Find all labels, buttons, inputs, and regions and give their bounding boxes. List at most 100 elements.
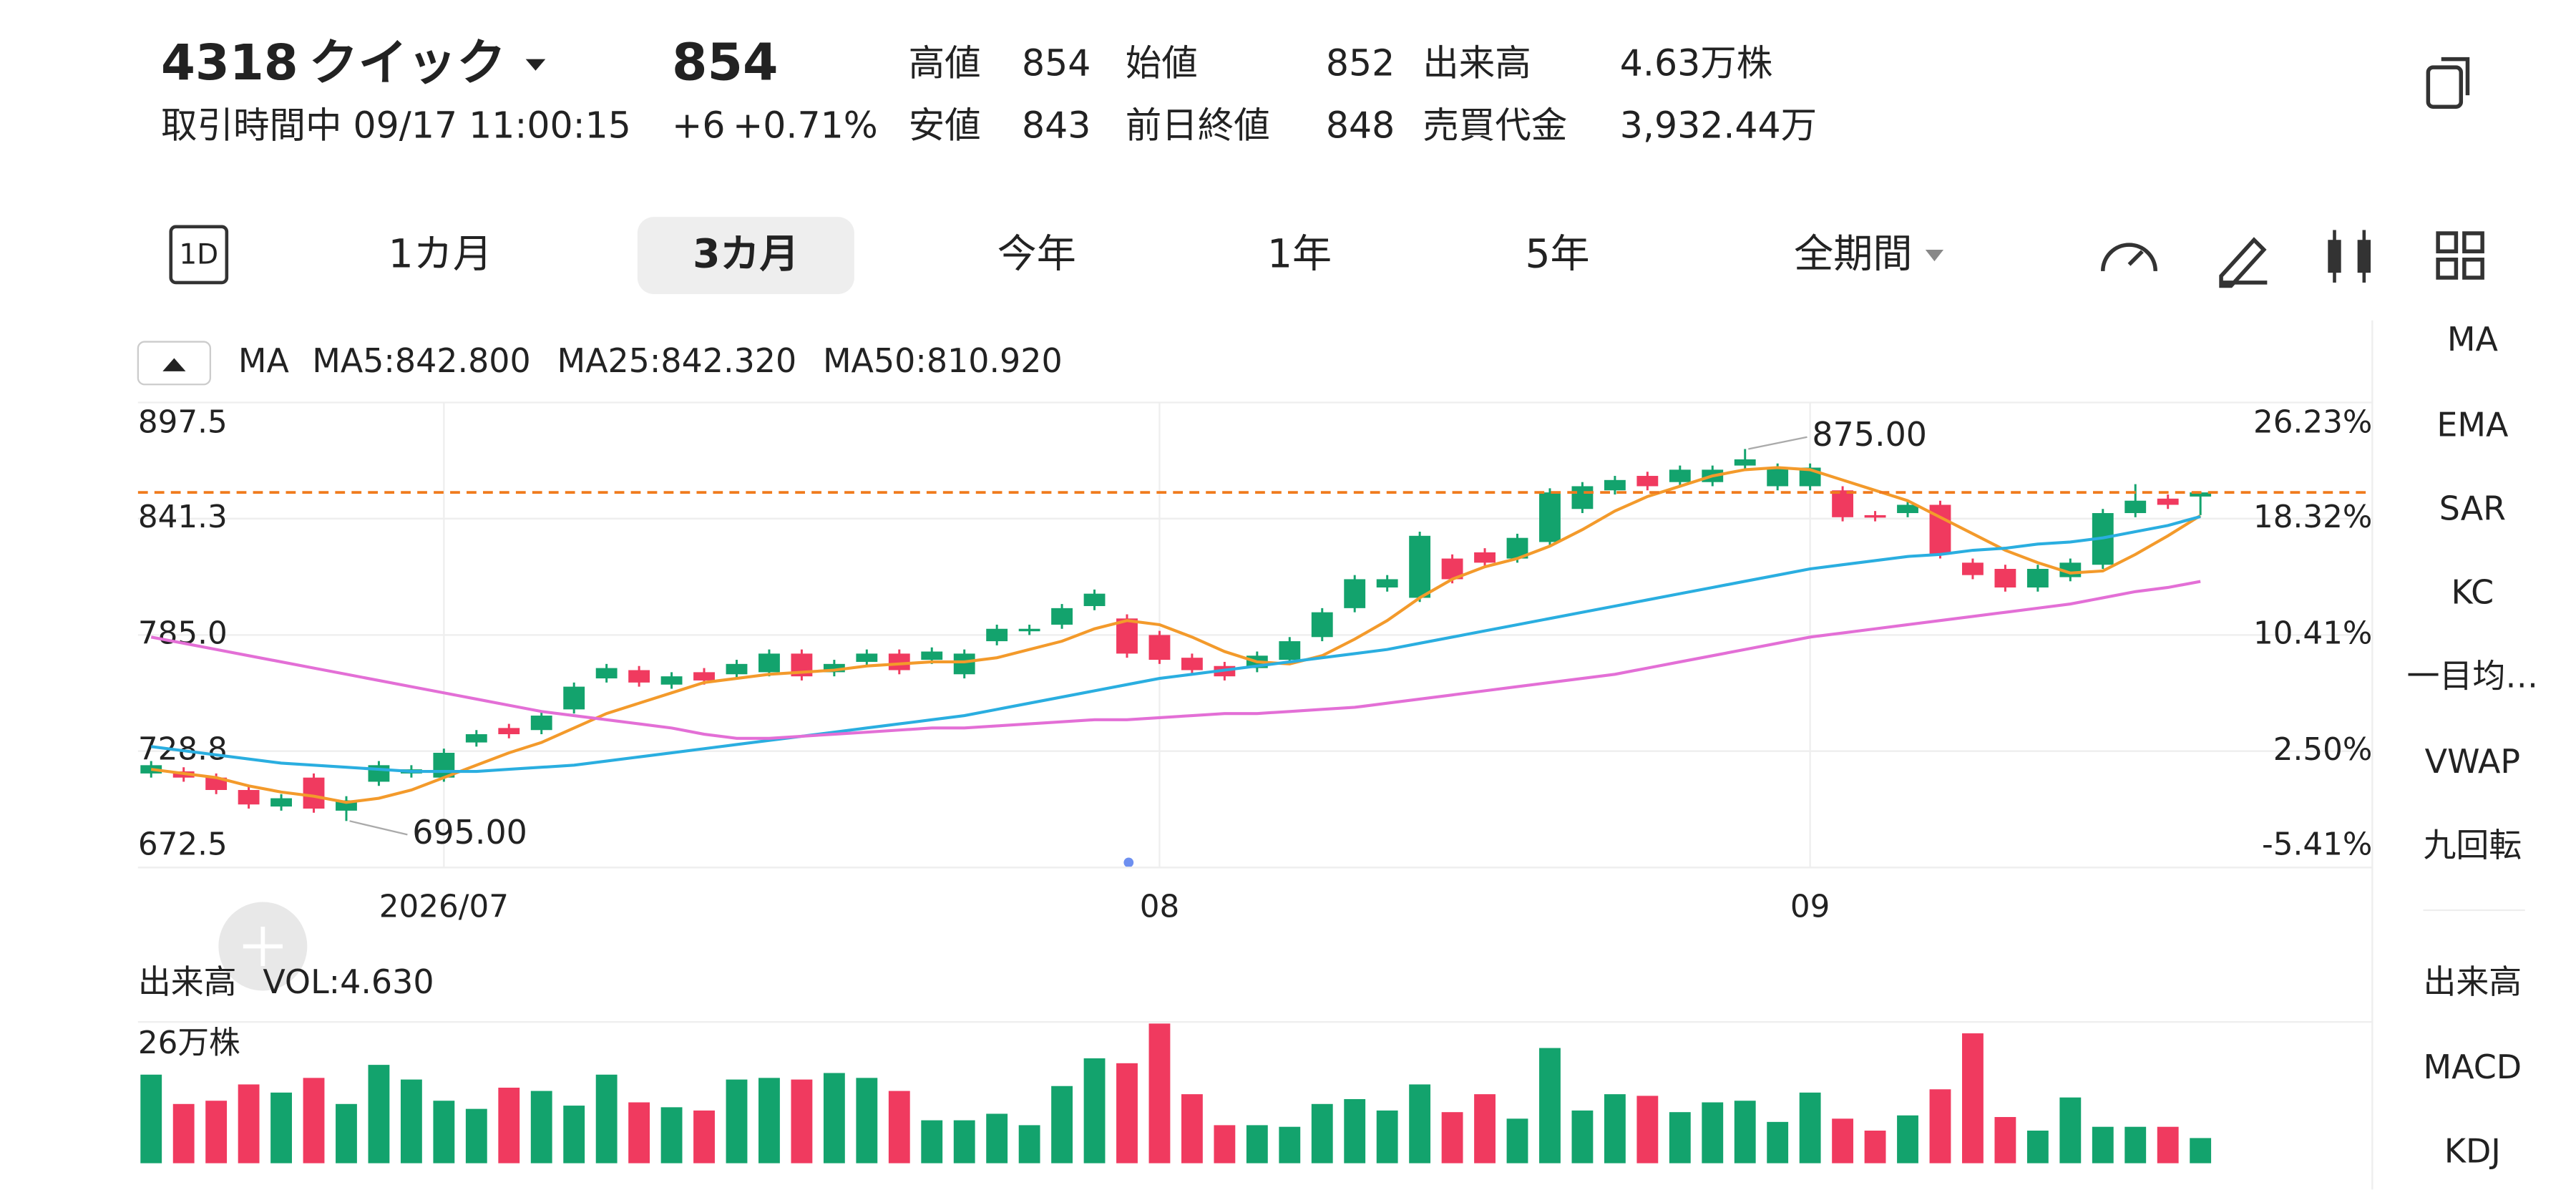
- volume-bar: [1604, 1094, 1626, 1164]
- candle-body: [1832, 490, 1854, 517]
- volume-bar: [400, 1079, 422, 1164]
- volume-bar: [1506, 1118, 1528, 1164]
- candle-body: [1279, 641, 1301, 660]
- candle-body: [1571, 486, 1594, 509]
- period-icon-frame[interactable]: [169, 225, 229, 285]
- indicator-menu-item[interactable]: VWAP: [2425, 742, 2520, 781]
- tab[interactable]: 1年: [1267, 230, 1332, 276]
- indicator-menu-item[interactable]: 一目均…: [2407, 657, 2539, 696]
- x-tick-label: 09: [1790, 889, 1830, 925]
- volume-bar: [660, 1107, 683, 1164]
- volume-bar: [1214, 1125, 1236, 1164]
- candle-body: [1539, 492, 1561, 542]
- volume-bar: [433, 1101, 455, 1164]
- annotation: 875.00: [1812, 415, 1927, 454]
- candle-body: [1897, 504, 1918, 514]
- indicator-menu-item[interactable]: MA: [2447, 320, 2499, 359]
- indicator-menu-item[interactable]: EMA: [2436, 405, 2509, 444]
- event-dot[interactable]: [1123, 857, 1134, 868]
- volume-legend: VOL:4.630: [263, 962, 434, 1001]
- volume-bar: [465, 1108, 487, 1164]
- indicator-menu-item[interactable]: MACD: [2424, 1048, 2522, 1086]
- indicator-menu-item[interactable]: 九回転: [2423, 826, 2522, 864]
- candle-icon[interactable]: [2328, 230, 2371, 283]
- indicator-menu-item[interactable]: SAR: [2439, 489, 2506, 528]
- active-tab-bg: [637, 217, 854, 294]
- volume-bar: [1669, 1112, 1691, 1164]
- candle-body: [1994, 568, 2016, 587]
- volume-bar: [726, 1079, 748, 1164]
- volume-bar: [986, 1113, 1008, 1164]
- tab[interactable]: 3カ月: [693, 230, 799, 276]
- volume-bar: [1832, 1118, 1854, 1164]
- tab[interactable]: 今年: [997, 230, 1076, 276]
- annotation: 695.00: [412, 813, 527, 852]
- copy-icon[interactable]: [2426, 65, 2464, 109]
- tab[interactable]: 全期間: [1794, 230, 1912, 276]
- volume-bar: [1962, 1033, 1984, 1164]
- name-dropdown[interactable]: [525, 59, 546, 71]
- stat-label: 安値: [909, 104, 981, 147]
- volume-title: 出来高: [138, 962, 237, 1001]
- period-icon[interactable]: 1D: [179, 239, 218, 271]
- stock-name: クイック: [309, 34, 506, 92]
- volume-bar: [205, 1101, 228, 1164]
- candle-body: [823, 663, 845, 673]
- candle-body: [270, 798, 292, 807]
- volume-bar: [1376, 1110, 1398, 1164]
- grid-icon-2: [2462, 231, 2484, 254]
- volume-bar: [172, 1103, 195, 1164]
- candle-body: [530, 716, 552, 731]
- candle-body: [1344, 579, 1366, 608]
- volume-bar: [1083, 1058, 1106, 1164]
- volume-bar: [1897, 1115, 1918, 1164]
- candle-body: [726, 663, 748, 675]
- volume-bar: [563, 1106, 585, 1164]
- indicator-menu-item[interactable]: KDJ: [2444, 1131, 2501, 1170]
- volume-bar: [2092, 1126, 2114, 1164]
- pen-icon[interactable]: [2219, 237, 2268, 288]
- volume-bar: [1441, 1112, 1463, 1164]
- candle-body: [628, 670, 650, 683]
- candle-body: [465, 734, 487, 743]
- candle-body: [2190, 492, 2212, 497]
- candle-body: [595, 668, 618, 679]
- volume-bar: [856, 1078, 878, 1164]
- volume-bar: [791, 1079, 813, 1164]
- tab[interactable]: 5年: [1525, 230, 1589, 276]
- volume-bar: [368, 1065, 390, 1164]
- y2-tick-label: -5.41%: [2262, 826, 2372, 862]
- candle-body: [140, 765, 162, 774]
- indicator-menu-item[interactable]: KC: [2451, 573, 2494, 612]
- candle-body: [563, 686, 585, 710]
- stat-value: 843: [1022, 104, 1091, 147]
- volume-bar: [823, 1073, 845, 1164]
- annotation-leader: [349, 820, 408, 836]
- volume-bar: [303, 1078, 325, 1164]
- y-tick-label: 841.3: [138, 499, 228, 535]
- candle-body: [1474, 552, 1496, 563]
- ma-line: [150, 466, 2202, 804]
- speed-icon[interactable]: [2101, 243, 2157, 271]
- legend-entry: MA25:842.320: [557, 341, 796, 380]
- volume-bar: [1702, 1102, 1724, 1164]
- volume-bar: [336, 1103, 357, 1164]
- volume-bar: [2124, 1126, 2147, 1164]
- tab[interactable]: 1カ月: [389, 230, 492, 276]
- candle-body: [856, 653, 878, 662]
- ma-line: [150, 580, 2201, 740]
- stat-value: 848: [1326, 104, 1395, 147]
- volume-bar: [693, 1110, 715, 1164]
- grid-icon[interactable]: [2436, 231, 2459, 254]
- stat-value: 3,932.44万: [1620, 104, 1817, 147]
- candle-body: [1148, 635, 1171, 660]
- stat-value: 4.63万株: [1620, 42, 1772, 84]
- volume-bar: [2157, 1126, 2179, 1164]
- volume-bar: [953, 1120, 975, 1164]
- candle-body: [1018, 628, 1040, 632]
- indicator-menu-item[interactable]: 出来高: [2423, 962, 2522, 1001]
- x-tick-label: 08: [1140, 889, 1179, 925]
- stat-label: 高値: [909, 42, 981, 84]
- collapse-button[interactable]: [137, 341, 212, 386]
- status: 取引時間中 09/17 11:00:15: [161, 104, 631, 147]
